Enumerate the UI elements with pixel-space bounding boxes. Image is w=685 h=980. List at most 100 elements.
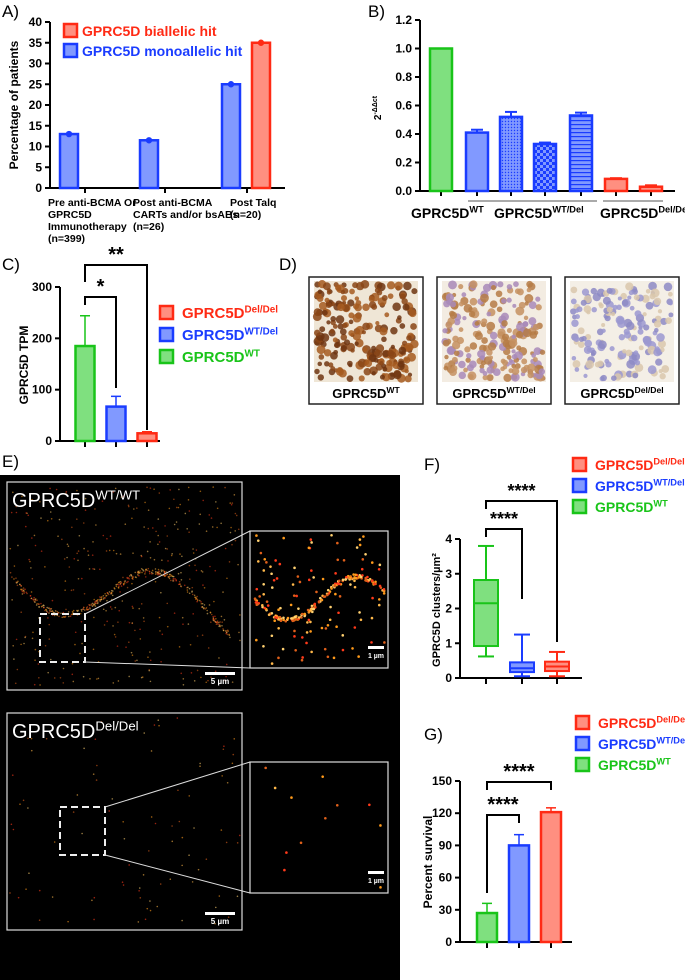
cell xyxy=(497,281,504,288)
data-point xyxy=(227,81,235,88)
signal-dot xyxy=(11,774,14,776)
genotype-base: GPRC5D xyxy=(595,499,653,515)
signal-dot xyxy=(171,825,173,827)
signal-dot xyxy=(77,550,80,552)
signal-dot xyxy=(143,526,145,528)
signal-dot xyxy=(83,747,85,750)
signal-dot xyxy=(156,905,159,908)
inset-signal-dot xyxy=(374,580,377,584)
signal-dot xyxy=(216,620,219,622)
inset-signal-dot xyxy=(306,621,309,624)
cell xyxy=(496,306,503,313)
image-genotype-label: GPRC5DWT/WT xyxy=(12,487,140,512)
cell xyxy=(632,372,639,379)
signal-dot xyxy=(161,559,163,562)
x-category-label: Pre anti-BCMA Or xyxy=(48,197,136,209)
signal-dot xyxy=(76,552,78,555)
signal-dot xyxy=(44,566,46,568)
inset-signal-dot xyxy=(259,551,263,555)
cell xyxy=(339,328,347,336)
signal-dot xyxy=(45,610,48,612)
signal-dot xyxy=(83,547,85,550)
image-caption: GPRC5DWT/Del xyxy=(452,385,535,401)
inset-signal-dot xyxy=(290,796,293,799)
signal-dot xyxy=(27,737,29,740)
signal-dot xyxy=(231,762,234,765)
bar-wt xyxy=(74,344,96,443)
inset-signal-dot xyxy=(272,578,276,582)
signal-dot xyxy=(54,610,57,612)
inset-signal-dot xyxy=(307,578,311,582)
inset-signal-dot xyxy=(337,579,341,583)
signal-dot xyxy=(214,922,216,925)
genotype-base: GPRC5D xyxy=(494,205,552,221)
signal-dot xyxy=(184,512,187,515)
signal-dot xyxy=(230,526,232,529)
signal-dot xyxy=(167,560,169,562)
signal-dot xyxy=(76,610,79,613)
cell xyxy=(506,327,512,334)
signal-dot xyxy=(224,486,226,489)
inset-signal-dot xyxy=(301,656,304,659)
cell xyxy=(480,293,489,303)
signal-dot xyxy=(195,549,198,551)
cell xyxy=(317,289,323,295)
signal-dot xyxy=(96,764,98,767)
signal-dot xyxy=(95,524,97,526)
microscopy-row-wtwt: GPRC5DWT/WT 5 µm 1 µm xyxy=(6,481,389,691)
genotype-base: GPRC5D xyxy=(598,757,656,773)
cell xyxy=(622,349,627,354)
cell xyxy=(586,310,591,315)
signal-dot xyxy=(111,608,113,610)
cell xyxy=(601,328,606,333)
signal-dot xyxy=(23,642,25,645)
signal-dot xyxy=(115,552,118,555)
cell xyxy=(518,301,526,309)
cell xyxy=(573,336,580,343)
signal-dot xyxy=(40,550,43,552)
cell xyxy=(340,333,348,341)
signal-dot xyxy=(226,633,229,636)
signal-dot xyxy=(76,518,78,520)
inset-signal-dot xyxy=(349,576,352,580)
cell xyxy=(535,304,542,311)
signal-dot xyxy=(71,526,73,529)
inset-signal-dot xyxy=(353,585,357,589)
cell xyxy=(600,374,607,382)
cell xyxy=(612,304,618,310)
signal-dot xyxy=(181,616,184,619)
legend-label: GPRC5D biallelic hit xyxy=(82,23,217,39)
cell xyxy=(451,341,461,350)
signal-dot xyxy=(83,606,85,609)
cell xyxy=(627,295,632,300)
signal-dot xyxy=(132,576,134,579)
signal-dot xyxy=(206,609,208,612)
cell xyxy=(532,357,538,362)
cell xyxy=(532,323,540,331)
chart-a: 0 5 10 15 20 25 30 35 40 Pre anti-BCMA OrGPRC5DIm… xyxy=(7,15,285,245)
signal-dot xyxy=(211,526,214,528)
zoom-region-box xyxy=(59,806,106,856)
signal-dot xyxy=(219,621,221,623)
y-tick-label: 0 xyxy=(445,935,452,949)
signal-dot xyxy=(158,570,160,573)
cell xyxy=(407,352,416,362)
cell xyxy=(581,288,590,296)
signal-dot xyxy=(195,597,197,599)
inset-signal-dot xyxy=(371,579,374,582)
inset-signal-dot xyxy=(317,600,321,604)
signal-dot xyxy=(102,594,105,597)
cell xyxy=(451,356,458,363)
signal-dot xyxy=(102,598,105,600)
inset-signal-dot xyxy=(326,593,329,597)
cell xyxy=(465,357,471,363)
signal-dot xyxy=(189,643,192,646)
inset-signal-dot xyxy=(358,611,361,614)
signal-dot xyxy=(96,602,99,605)
signal-dot xyxy=(238,834,241,837)
y-tick-label: 0.4 xyxy=(395,127,412,141)
cell xyxy=(516,331,524,339)
zoom-connector xyxy=(84,661,251,669)
cell xyxy=(342,322,348,329)
cell xyxy=(381,295,388,301)
